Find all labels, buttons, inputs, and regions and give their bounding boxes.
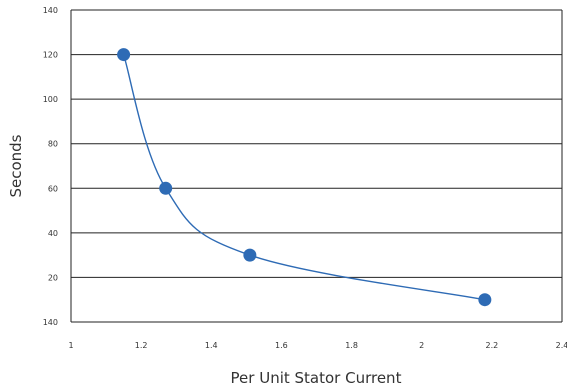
x-tick-label: 2.4 xyxy=(556,341,567,350)
y-tick-label: 20 xyxy=(48,273,58,282)
x-tick-label: 2 xyxy=(419,341,424,350)
y-tick-label: 60 xyxy=(48,184,58,193)
y-axis-title: Seconds xyxy=(7,134,25,197)
x-tick-label: 1.4 xyxy=(205,341,218,350)
data-point xyxy=(117,48,131,62)
series xyxy=(117,48,492,307)
x-tick-label: 1 xyxy=(68,341,73,350)
x-axis-title: Per Unit Stator Current xyxy=(231,369,402,387)
y-tick-label: 140 xyxy=(43,318,58,327)
plot-frame xyxy=(70,10,563,323)
y-axis-ticks: 140 20 40 60 80 100 120 140 xyxy=(43,6,58,327)
data-point xyxy=(478,293,492,307)
x-tick-label: 1.8 xyxy=(345,341,358,350)
y-tick-label: 100 xyxy=(43,95,58,104)
series-line xyxy=(122,54,485,301)
x-tick-label: 1.2 xyxy=(135,341,148,350)
grid xyxy=(71,9,562,278)
y-tick-label: 140 xyxy=(43,6,58,15)
x-tick-label: 2.2 xyxy=(485,341,498,350)
data-point xyxy=(243,248,257,262)
x-tick-label: 1.6 xyxy=(275,341,288,350)
y-tick-label: 120 xyxy=(43,51,58,60)
x-axis-ticks: 1 1.2 1.4 1.6 1.8 2 2.2 2.4 xyxy=(68,341,567,350)
data-point xyxy=(159,181,173,195)
y-tick-label: 40 xyxy=(48,229,58,238)
y-tick-label: 80 xyxy=(48,140,58,149)
